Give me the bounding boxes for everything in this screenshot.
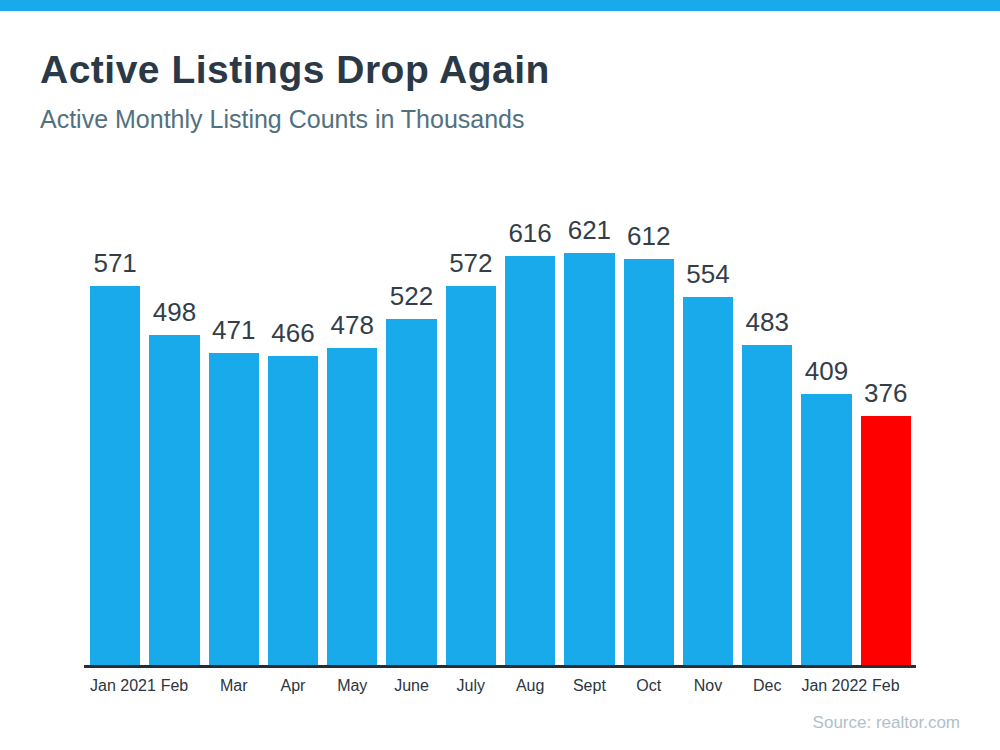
- bar-value-label: 554: [686, 259, 729, 290]
- bar-oct: [624, 259, 674, 665]
- bar-dec: [742, 345, 792, 665]
- bar-mar: [209, 353, 259, 665]
- page-subtitle: Active Monthly Listing Counts in Thousan…: [40, 105, 960, 134]
- x-axis-labels: Jan 2021 Feb Mar Apr May June July Aug Sept Oct No…: [84, 677, 916, 695]
- x-axis-label-mar: Mar: [209, 677, 259, 695]
- bar-column-dec: 483: [742, 307, 792, 665]
- x-axis-label-feb: Feb: [149, 677, 199, 695]
- x-axis-label-june: June: [386, 677, 436, 695]
- x-axis-label-sept: Sept: [564, 677, 614, 695]
- source-text: Source: realtor.com: [813, 713, 960, 733]
- x-axis-label-aug: Aug: [505, 677, 555, 695]
- x-axis-label-apr: Apr: [268, 677, 318, 695]
- bar-may: [327, 348, 377, 665]
- bar-value-label: 616: [508, 218, 551, 249]
- bar-value-label: 572: [449, 248, 492, 279]
- bar-value-label: 376: [864, 378, 907, 409]
- bar-value-label: 466: [271, 318, 314, 349]
- x-axis-label-oct: Oct: [624, 677, 674, 695]
- bar-column-nov: 554: [683, 259, 733, 665]
- bar-jan-2022: [801, 394, 851, 665]
- bar-june: [386, 319, 436, 665]
- x-axis-label-nov: Nov: [683, 677, 733, 695]
- x-axis-label-jan-2022: Jan 2022: [801, 677, 851, 695]
- bar-chart: 5714984714664785225726166216125544834093…: [84, 219, 916, 695]
- bar-value-label: 612: [627, 221, 670, 252]
- top-accent-bar: [0, 0, 1000, 11]
- bar-nov: [683, 297, 733, 665]
- bar-column-june: 522: [386, 281, 436, 665]
- bar-value-label: 478: [331, 310, 374, 341]
- bar-column-mar: 471: [209, 315, 259, 665]
- bar-column-oct: 612: [624, 221, 674, 665]
- x-axis-label-may: May: [327, 677, 377, 695]
- bar-value-label: 571: [93, 248, 136, 279]
- x-axis-label-jan-2021: Jan 2021: [90, 677, 140, 695]
- bar-value-label: 471: [212, 315, 255, 346]
- x-axis-label-dec: Dec: [742, 677, 792, 695]
- bar-aug: [505, 256, 555, 665]
- bar-column-feb: 498: [149, 297, 199, 665]
- page-title: Active Listings Drop Again: [40, 48, 960, 92]
- bar-column-jan-2022: 409: [801, 356, 851, 665]
- chart-plot-area: 5714984714664785225726166216125544834093…: [84, 219, 916, 668]
- bar-column-apr: 466: [268, 318, 318, 665]
- bar-feb: [861, 416, 911, 665]
- bar-value-label: 409: [805, 356, 848, 387]
- bar-value-label: 498: [153, 297, 196, 328]
- bar-jan-2021: [90, 286, 140, 665]
- x-axis-label-feb: Feb: [861, 677, 911, 695]
- bar-value-label: 522: [390, 281, 433, 312]
- bar-column-jan-2021: 571: [90, 248, 140, 665]
- bar-apr: [268, 356, 318, 665]
- bar-july: [446, 286, 496, 665]
- bar-feb: [149, 335, 199, 665]
- bar-value-label: 483: [746, 307, 789, 338]
- x-axis-label-july: July: [446, 677, 496, 695]
- bar-column-feb: 376: [861, 378, 911, 665]
- bar-value-label: 621: [568, 215, 611, 246]
- bar-column-aug: 616: [505, 218, 555, 665]
- bar-column-may: 478: [327, 310, 377, 665]
- bar-column-sept: 621: [564, 215, 614, 665]
- bar-sept: [564, 253, 614, 665]
- bar-column-july: 572: [446, 248, 496, 665]
